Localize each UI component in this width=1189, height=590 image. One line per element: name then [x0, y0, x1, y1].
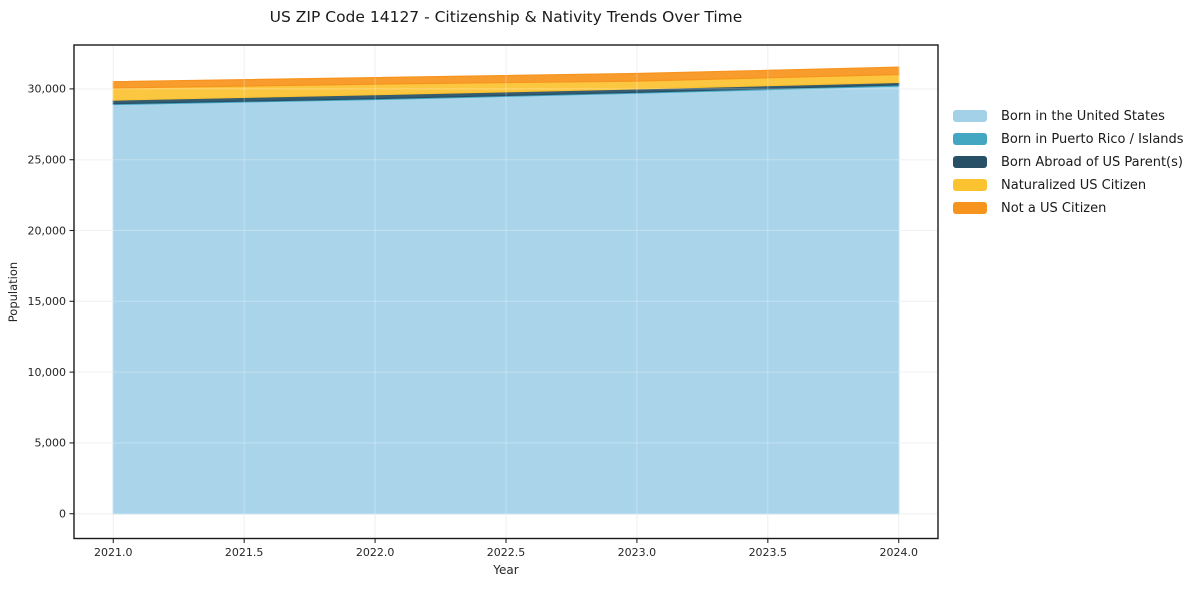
y-tick-label: 10,000: [28, 366, 67, 379]
legend-swatch: [953, 179, 987, 191]
y-axis-label: Population: [6, 261, 20, 323]
chart-legend: Born in the United States Born in Puerto …: [953, 108, 1184, 223]
area-band-4: [112, 66, 900, 89]
legend-label: Born in Puerto Rico / Islands: [1001, 131, 1184, 147]
x-axis-label: Year: [493, 563, 519, 577]
legend-item: Born in the United States: [953, 108, 1184, 124]
x-tick-label: 2023.0: [618, 546, 657, 559]
legend-item: Not a US Citizen: [953, 200, 1184, 216]
legend-swatch: [953, 202, 987, 214]
x-tick-label: 2023.5: [749, 546, 788, 559]
legend-item: Born Abroad of US Parent(s): [953, 154, 1184, 170]
legend-swatch: [953, 156, 987, 168]
legend-label: Not a US Citizen: [1001, 200, 1107, 216]
y-tick-label: 20,000: [28, 224, 67, 237]
x-tick-label: 2022.5: [487, 546, 526, 559]
legend-label: Born Abroad of US Parent(s): [1001, 154, 1183, 170]
x-tick-label: 2021.0: [94, 546, 133, 559]
x-tick-label: 2022.0: [356, 546, 395, 559]
y-tick-label: 25,000: [28, 154, 67, 167]
legend-swatch: [953, 133, 987, 145]
y-tick-label: 15,000: [28, 295, 67, 308]
chart-title: US ZIP Code 14127 - Citizenship & Nativi…: [269, 8, 743, 26]
x-tick-label: 2021.5: [225, 546, 264, 559]
legend-item: Born in Puerto Rico / Islands: [953, 131, 1184, 147]
plot-frame: [73, 44, 939, 540]
legend-label: Naturalized US Citizen: [1001, 177, 1147, 193]
legend-swatch: [953, 110, 987, 122]
legend-label: Born in the United States: [1001, 108, 1165, 124]
x-tick-label: 2024.0: [879, 546, 918, 559]
legend-item: Naturalized US Citizen: [953, 177, 1184, 193]
y-tick-label: 5,000: [35, 437, 67, 450]
y-tick-label: 30,000: [28, 83, 67, 96]
y-tick-label: 0: [59, 508, 66, 521]
